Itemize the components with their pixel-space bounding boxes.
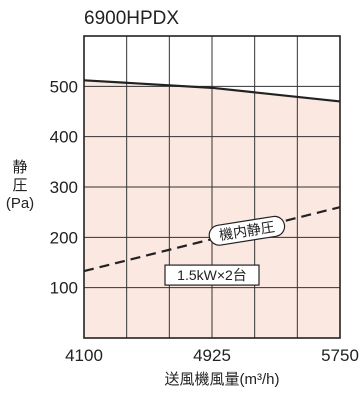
plot-frame — [83, 35, 341, 339]
x-tick-label: 5750 — [321, 346, 359, 365]
x-tick-label: 4925 — [193, 346, 231, 365]
y-tick-label: 300 — [50, 178, 78, 197]
y-axis-label-line2: 圧 — [12, 177, 27, 194]
series-line-static-pressure — [83, 79, 341, 103]
annotation-label-motor: 1.5kW×2台 — [177, 267, 247, 283]
x-tick-label: 4100 — [65, 346, 103, 365]
y-tick-label: 500 — [50, 77, 78, 96]
annotation-box-rect — [164, 264, 260, 286]
y-axis-label-line1: 静 — [12, 159, 27, 176]
y-tick-label: 100 — [50, 279, 78, 298]
y-tick-label: 200 — [50, 228, 78, 247]
y-axis-label-unit: (Pa) — [6, 195, 34, 212]
y-tick-label: 400 — [50, 128, 78, 147]
x-axis-label: 送風機風量(m³/h) — [165, 371, 280, 388]
annotation-box-rounded — [208, 215, 286, 246]
chart-title: 6900HPDX — [84, 8, 179, 29]
